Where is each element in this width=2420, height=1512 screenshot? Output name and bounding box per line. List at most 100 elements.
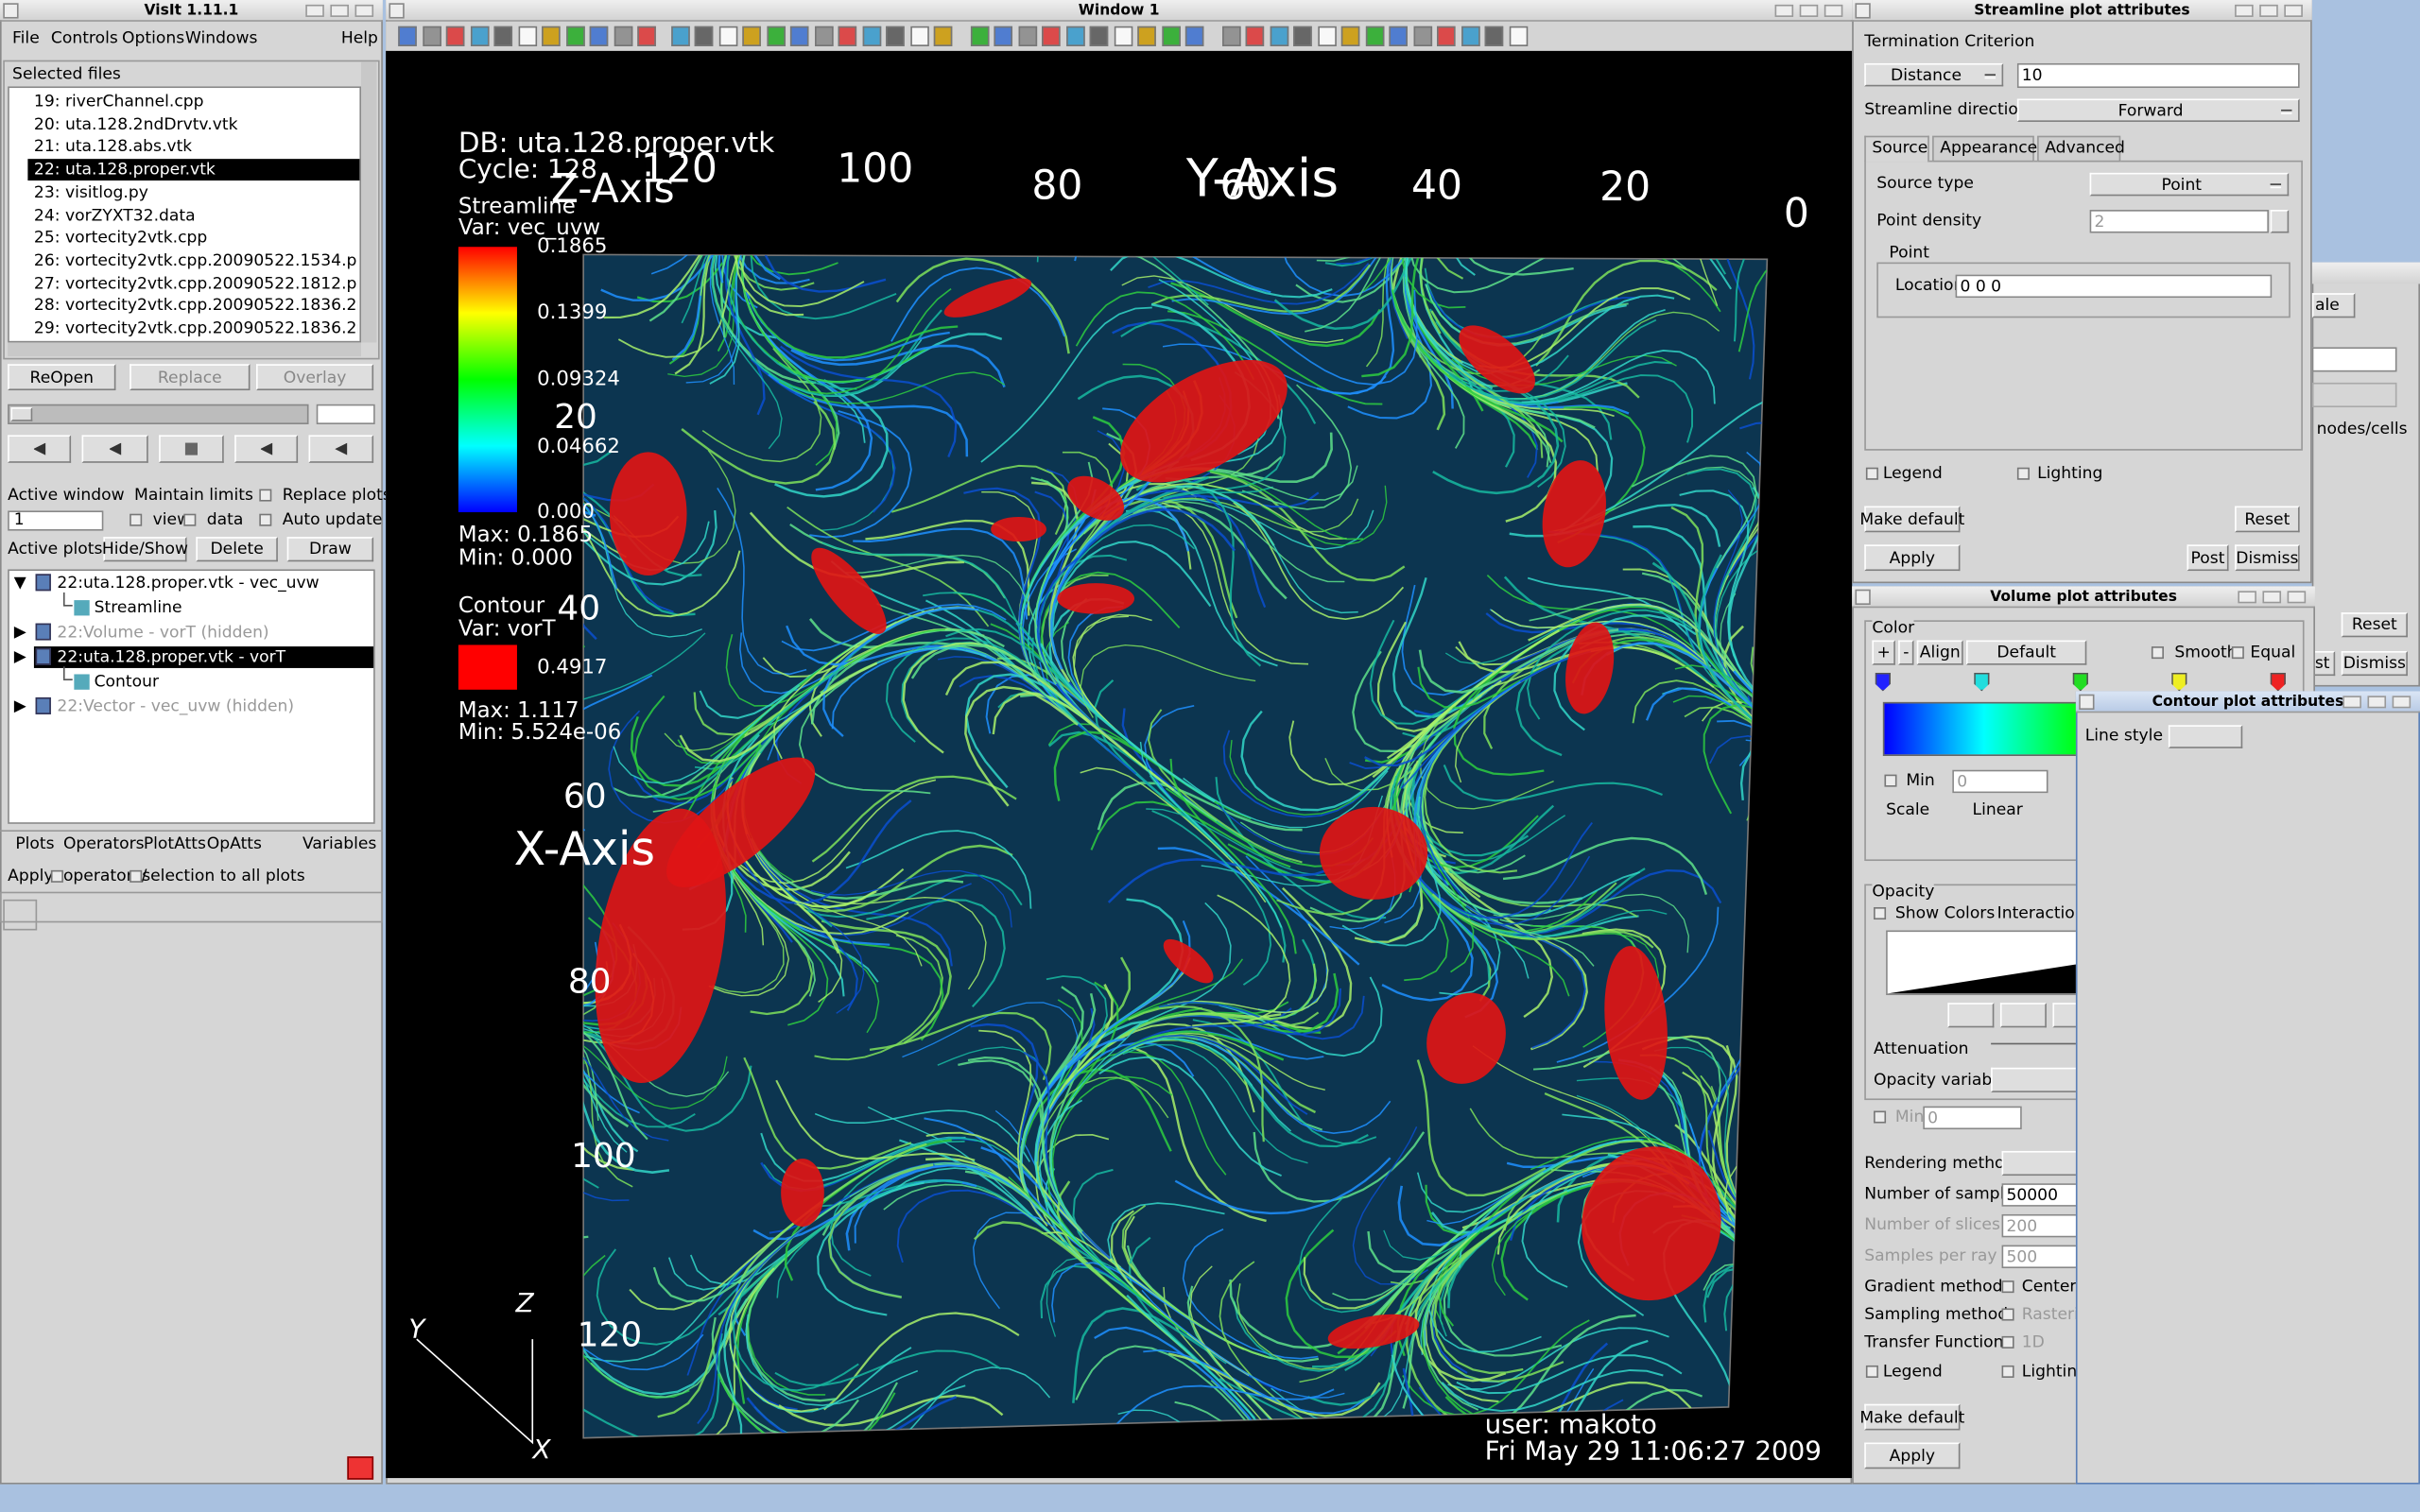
toolbar-icon[interactable] <box>1508 26 1528 46</box>
dropdown[interactable] <box>8 510 104 531</box>
toolbar-icon[interactable] <box>717 26 737 46</box>
close-button[interactable] <box>3 3 19 19</box>
window-button[interactable] <box>2392 696 2411 709</box>
tab[interactable] <box>2311 293 2356 318</box>
toolbar-icon[interactable] <box>1293 26 1312 46</box>
checkbox[interactable] <box>2001 1280 2014 1294</box>
tab-label[interactable]: Advanced <box>2045 138 2125 158</box>
window-button[interactable] <box>2287 591 2307 604</box>
dropdown[interactable] <box>2016 98 2300 122</box>
button[interactable] <box>2187 544 2229 572</box>
toolbar-icon[interactable] <box>398 26 417 46</box>
plot-item[interactable]: Streamline <box>94 598 182 618</box>
tab[interactable]: Operators <box>62 834 145 853</box>
toolbar-icon[interactable] <box>1042 26 1061 46</box>
dropdown-value[interactable]: Forward <box>2118 100 2184 120</box>
toolbar-icon[interactable] <box>1436 26 1456 46</box>
button-label[interactable]: Dismiss <box>2342 654 2406 673</box>
shape-button[interactable] <box>1999 1003 2047 1028</box>
checkbox[interactable] <box>1884 774 1897 787</box>
toolbar-icon[interactable] <box>909 26 929 46</box>
vcr-button[interactable] <box>81 435 148 463</box>
button-label[interactable]: Hide/Show <box>101 540 189 559</box>
close-button[interactable] <box>389 3 405 19</box>
button-label[interactable]: Apply <box>1889 1446 1936 1466</box>
button[interactable] <box>2341 650 2408 677</box>
checkbox[interactable] <box>1865 467 1878 480</box>
toolbar-icon[interactable] <box>1412 26 1432 46</box>
plot-item[interactable]: 22:uta.128.proper.vtk - vorT <box>57 647 286 667</box>
control-point[interactable] <box>1974 672 1990 692</box>
toolbar-icon[interactable] <box>789 26 809 46</box>
toolbar-icon[interactable] <box>838 26 857 46</box>
tab-label[interactable]: Source <box>1872 138 1928 158</box>
window-button[interactable] <box>1799 4 1819 17</box>
menu-item[interactable]: Options <box>121 29 185 48</box>
toolbar-icon[interactable] <box>1389 26 1408 46</box>
text-field[interactable] <box>1952 769 2048 794</box>
button[interactable] <box>8 364 116 391</box>
plot-item[interactable]: 22:uta.128.proper.vtk - vec_uvw <box>57 574 320 593</box>
window-button[interactable] <box>2238 591 2256 604</box>
file-item[interactable]: 19: riverChannel.cpp <box>33 92 204 112</box>
toolbar-icon[interactable] <box>970 26 989 46</box>
button[interactable] <box>1864 1403 1961 1431</box>
button-label[interactable]: Draw <box>308 540 352 559</box>
toolbar-icon[interactable] <box>493 26 513 46</box>
button-label[interactable]: ReOpen <box>29 368 95 387</box>
menu-item[interactable]: File <box>12 29 40 48</box>
checkbox[interactable] <box>259 489 272 502</box>
toolbar-icon[interactable] <box>1184 26 1204 46</box>
field-value[interactable]: 0 <box>1957 772 1968 791</box>
button[interactable] <box>256 364 374 391</box>
tab-label[interactable]: Appearance <box>1940 138 2038 158</box>
button-label[interactable]: Overlay <box>283 368 347 387</box>
toolbar-icon[interactable] <box>886 26 905 46</box>
button-label[interactable]: Default <box>1996 643 2056 662</box>
button[interactable] <box>103 537 187 562</box>
toolbar-icon[interactable] <box>1484 26 1504 46</box>
window-button[interactable] <box>2259 4 2278 17</box>
checkbox[interactable] <box>1874 906 1887 920</box>
checkbox[interactable] <box>2151 646 2164 660</box>
file-item[interactable]: 20: uta.128.2ndDrvtv.vtk <box>33 114 238 134</box>
button-label[interactable]: Reset <box>2351 615 2397 635</box>
menu-item[interactable]: Help <box>340 29 378 48</box>
toolbar-icon[interactable] <box>542 26 561 46</box>
toolbar-icon[interactable] <box>1017 26 1037 46</box>
toolbar-icon[interactable] <box>470 26 489 46</box>
toolbar-icon[interactable] <box>861 26 881 46</box>
window-button[interactable] <box>2342 696 2361 709</box>
button-label[interactable]: Apply <box>1889 548 1936 567</box>
checkbox[interactable] <box>50 869 63 883</box>
button-label[interactable]: Align <box>1919 643 1961 662</box>
window-button[interactable] <box>354 4 374 17</box>
window-button[interactable] <box>2284 4 2303 17</box>
toolbar-icon[interactable] <box>694 26 714 46</box>
button-label[interactable]: Reset <box>2244 509 2290 529</box>
button-label[interactable]: Delete <box>210 540 264 559</box>
file-item[interactable]: 21: uta.128.abs.vtk <box>33 137 193 157</box>
control-point[interactable] <box>2072 672 2088 692</box>
field-value[interactable]: 0 <box>1927 1108 1939 1127</box>
text-field[interactable] <box>2089 210 2269 233</box>
button-label[interactable]: Dismiss <box>2236 548 2299 567</box>
control-point[interactable] <box>2171 672 2187 692</box>
tab[interactable]: Variables <box>302 834 377 853</box>
button[interactable] <box>1916 640 1963 665</box>
toolbar-icon[interactable] <box>742 26 761 46</box>
toolbar-icon[interactable] <box>422 26 441 46</box>
spinner[interactable] <box>2270 210 2290 233</box>
plot-item[interactable]: 22:Volume - vorT (hidden) <box>57 623 269 643</box>
toolbar-icon[interactable] <box>565 26 584 46</box>
field-value[interactable]: 200 <box>2006 1216 2038 1235</box>
checkbox[interactable] <box>259 513 272 526</box>
shape-button[interactable] <box>1947 1003 1995 1028</box>
toolbar-icon[interactable] <box>637 26 656 46</box>
plot-item[interactable]: 22:Vector - vec_uvw (hidden) <box>57 696 295 716</box>
file-item[interactable]: 28: vortecity2vtk.cpp.20090522.1836.2ndD… <box>33 296 358 316</box>
toolbar-icon[interactable] <box>589 26 609 46</box>
button[interactable] <box>1898 640 1914 665</box>
button[interactable] <box>1864 544 1961 572</box>
menu-item[interactable]: Controls <box>50 29 118 48</box>
